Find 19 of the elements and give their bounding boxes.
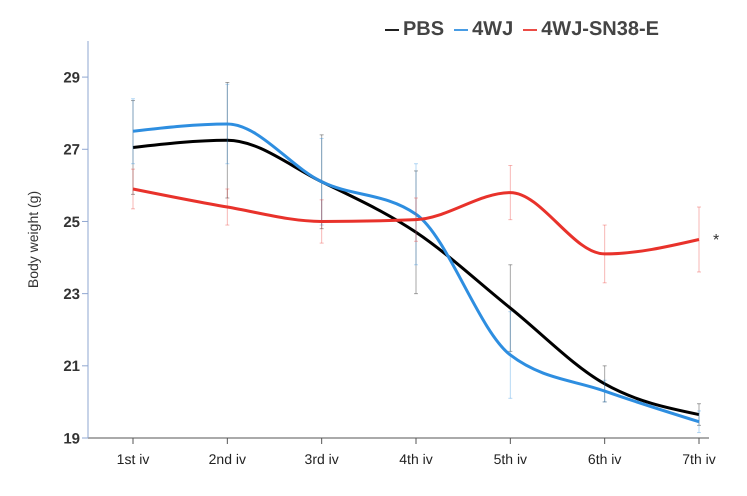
- y-tick-label: 19: [63, 430, 80, 448]
- y-tick-label: 25: [63, 214, 80, 231]
- y-tick-label: 29: [63, 69, 80, 86]
- legend-label: 4WJ: [472, 18, 514, 40]
- legend-label: 4WJ-SN38-E: [541, 18, 659, 40]
- y-tick-label: 23: [63, 286, 80, 303]
- annotation: *: [713, 232, 720, 250]
- x-tick-label: 3rd iv: [304, 450, 339, 467]
- x-tick-label: 4th iv: [399, 450, 433, 467]
- x-tick-label: 1st iv: [116, 450, 150, 467]
- y-axis-title: Body weight (g): [24, 190, 41, 288]
- x-tick-label: 6th iv: [588, 450, 622, 467]
- x-tick-label: 5th iv: [494, 450, 528, 467]
- x-tick-label: 7th iv: [682, 450, 716, 467]
- y-tick-label: 21: [63, 358, 80, 376]
- x-tick-label: 2nd iv: [208, 450, 246, 467]
- y-tick-label: 27: [63, 142, 80, 159]
- legend-label: PBS: [402, 18, 444, 40]
- line-series: [132, 187, 700, 256]
